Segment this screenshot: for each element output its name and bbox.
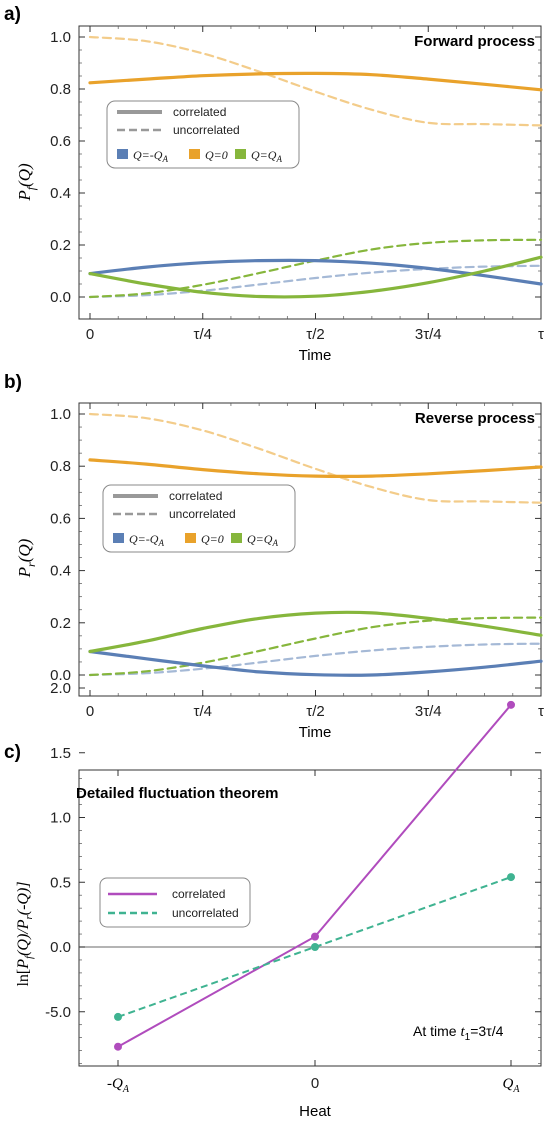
y-tick-label: 1.0: [50, 29, 71, 46]
legend-swatch-q-minus: [113, 533, 124, 543]
y-axis-label-c: ln[Pf(Q)/Pr(-Q)]: [15, 881, 35, 986]
data-point-uncorrelated: [114, 1012, 122, 1021]
x-tick-label: τ/2: [306, 703, 324, 720]
x-tick-label: -QA: [107, 1076, 130, 1095]
panel-letter-c: c): [4, 742, 21, 763]
series-layer: [88, 35, 543, 299]
series-line-correlated: [117, 704, 512, 1048]
x-axis-label-b: Time: [299, 724, 332, 741]
legend-box: [106, 100, 300, 169]
data-point-correlated: [507, 700, 515, 709]
y-tick-label: 0.0: [50, 289, 71, 306]
series-line-correlated-green: [88, 255, 543, 299]
series-line-correlated-orange: [88, 71, 543, 92]
data-point-uncorrelated: [507, 873, 515, 882]
y-tick-label: 0.6: [50, 510, 71, 527]
series-line-correlated-blue: [88, 649, 543, 677]
plot-frame: [78, 25, 542, 320]
y-tick-label: -5.0: [45, 1004, 71, 1021]
panel-letter-a: a): [4, 4, 21, 25]
data-point-uncorrelated: [311, 943, 319, 951]
x-tick-label: τ: [538, 326, 544, 343]
x-tick-label: QA: [503, 1076, 521, 1095]
x-axis-label-a: Time: [299, 347, 332, 364]
legend-label-q-plus: Q=QA: [247, 532, 278, 548]
y-axis-label-b: Pr(Q): [15, 538, 38, 578]
x-tick-label: τ/2: [306, 326, 324, 343]
legend-label-q-zero: Q=0: [201, 532, 224, 546]
y-tick-label: 0.2: [50, 237, 71, 254]
panel-title-b: Reverse process: [415, 410, 535, 427]
legend-swatch-q-minus: [117, 149, 128, 159]
x-tick-label: 3τ/4: [415, 703, 442, 720]
series-layer: [88, 412, 543, 677]
x-tick-label: 0: [86, 703, 94, 720]
legend-swatch-q-plus: [231, 533, 242, 543]
panel-letter-b: b): [4, 372, 22, 393]
y-tick-label: 0.0: [50, 667, 71, 684]
y-axis-label-a: Pf(Q): [15, 163, 38, 202]
y-tick-label: 0.2: [50, 615, 71, 632]
panel-forward-process: a) 0.0 0.2 0.4 0.6 0.8 1.0 0 τ/4 τ/2 3τ/4 τ Forwar…: [4, 4, 544, 364]
series-layer: [114, 700, 515, 1051]
series-line-correlated-green: [88, 610, 543, 654]
data-point-correlated: [311, 932, 319, 941]
legend-swatch-q-zero: [189, 149, 200, 159]
legend-box: [99, 877, 251, 928]
series-line-correlated-orange: [88, 458, 543, 478]
legend-uncorrelated-label: uncorrelated: [172, 906, 239, 920]
panel-reverse-process: b) 0.0 0.2 0.4 0.6 0.8 1.0 0 τ/4 τ/2 3τ/4 τ Revers…: [4, 372, 544, 741]
y-tick-label: 0.4: [50, 563, 71, 580]
legend-label-q-zero: Q=0: [205, 148, 228, 162]
legend-uncorrelated-label: uncorrelated: [169, 507, 236, 521]
y-tick-label: 1.0: [50, 810, 71, 827]
legend-correlated-label: correlated: [169, 489, 222, 503]
x-tick-label: τ: [538, 703, 544, 720]
legend-box: [102, 484, 296, 553]
series-line-uncorrelated-green: [88, 616, 543, 677]
plot-frame: [78, 402, 542, 697]
data-point-correlated: [114, 1042, 122, 1051]
x-tick-label: 3τ/4: [415, 326, 442, 343]
series-line-uncorrelated-orange: [88, 35, 543, 127]
y-tick-label: 0.6: [50, 133, 71, 150]
x-axis-label-c: Heat: [299, 1103, 332, 1120]
y-tick-label: 0.8: [50, 81, 71, 98]
series-line-uncorrelated-green: [88, 238, 543, 299]
annotation-at-time: At time t1=3τ/4: [413, 1023, 504, 1043]
x-tick-label: 0: [86, 326, 94, 343]
legend-correlated-label: correlated: [172, 887, 225, 901]
y-tick-label: 0.0: [50, 939, 71, 956]
legend-uncorrelated-label: uncorrelated: [173, 123, 240, 137]
y-tick-label: 2.0: [50, 680, 71, 697]
y-tick-label: 1.0: [50, 406, 71, 423]
y-tick-label: 0.5: [50, 874, 71, 891]
panel-title-a: Forward process: [414, 33, 535, 50]
legend-swatch-q-plus: [235, 149, 246, 159]
panel-title-c: Detailed fluctuation theorem: [76, 785, 279, 802]
legend-label-q-minus: Q=-QA: [133, 148, 168, 164]
panel-detailed-fluctuation-theorem: c) 2.0 1.5 1.0 0.5 0.0 -5.0 -QA 0 QA Detailed fl…: [4, 680, 542, 1120]
legend-swatch-q-zero: [185, 533, 196, 543]
plot-frame: [78, 769, 542, 1067]
legend-a: correlated uncorrelated Q=-QA Q=0 Q=QA: [106, 100, 300, 169]
x-tick-label: 0: [311, 1075, 319, 1092]
x-tick-label: τ/4: [194, 703, 212, 720]
series-line-uncorrelated-blue: [88, 642, 543, 677]
y-tick-label: 0.8: [50, 458, 71, 475]
y-tick-label: 1.5: [50, 745, 71, 762]
series-line-uncorrelated-orange: [88, 412, 543, 504]
series-line-uncorrelated-blue: [88, 264, 543, 299]
legend-c: correlated uncorrelated: [99, 877, 251, 928]
y-tick-label: 0.4: [50, 185, 71, 202]
legend-b: correlated uncorrelated Q=-QA Q=0 Q=QA: [102, 484, 296, 553]
legend-label-q-plus: Q=QA: [251, 148, 282, 164]
x-tick-label: τ/4: [194, 326, 212, 343]
legend-label-q-minus: Q=-QA: [129, 532, 164, 548]
legend-correlated-label: correlated: [173, 105, 226, 119]
